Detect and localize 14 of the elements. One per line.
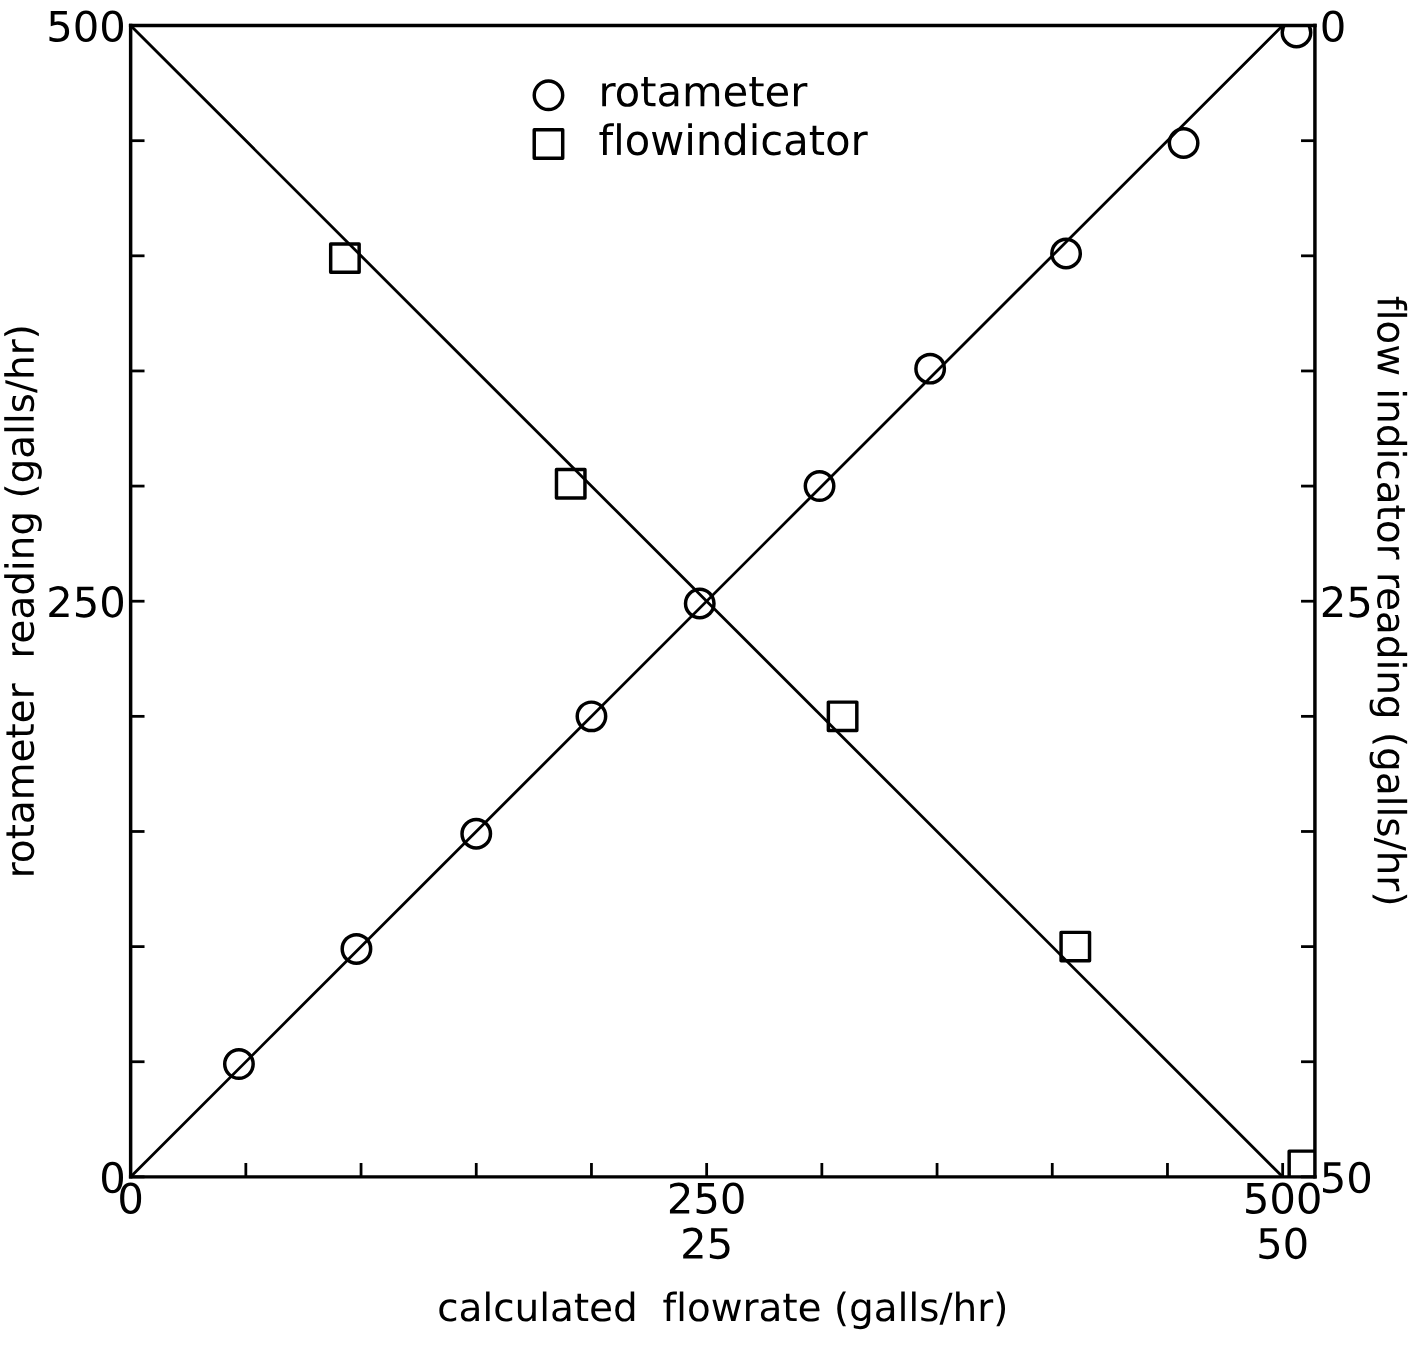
- y2-tick-label: 25: [1322, 586, 1370, 618]
- y2-tick-label: 0: [1322, 10, 1344, 42]
- legend-label: flowindicator: [599, 123, 868, 156]
- x2-tick-label: 25: [683, 1227, 730, 1260]
- y2-axis-title: flow indicator reading (galls/hr): [1369, 296, 1408, 904]
- y2-tick-label: 50: [1323, 1161, 1371, 1194]
- x-axis-title: calculated flowrate (galls/hr): [439, 1291, 1006, 1330]
- y-tick-label: 250: [49, 586, 124, 618]
- x2-tick-label: 50: [1259, 1227, 1307, 1260]
- x-tick-label: 500: [1246, 1182, 1320, 1214]
- legend-label: rotameter: [602, 76, 808, 107]
- y-axis-title: rotameter reading (galls/hr): [4, 327, 42, 875]
- x-tick-label: 250: [669, 1182, 744, 1214]
- y-tick-label: 500: [49, 10, 124, 42]
